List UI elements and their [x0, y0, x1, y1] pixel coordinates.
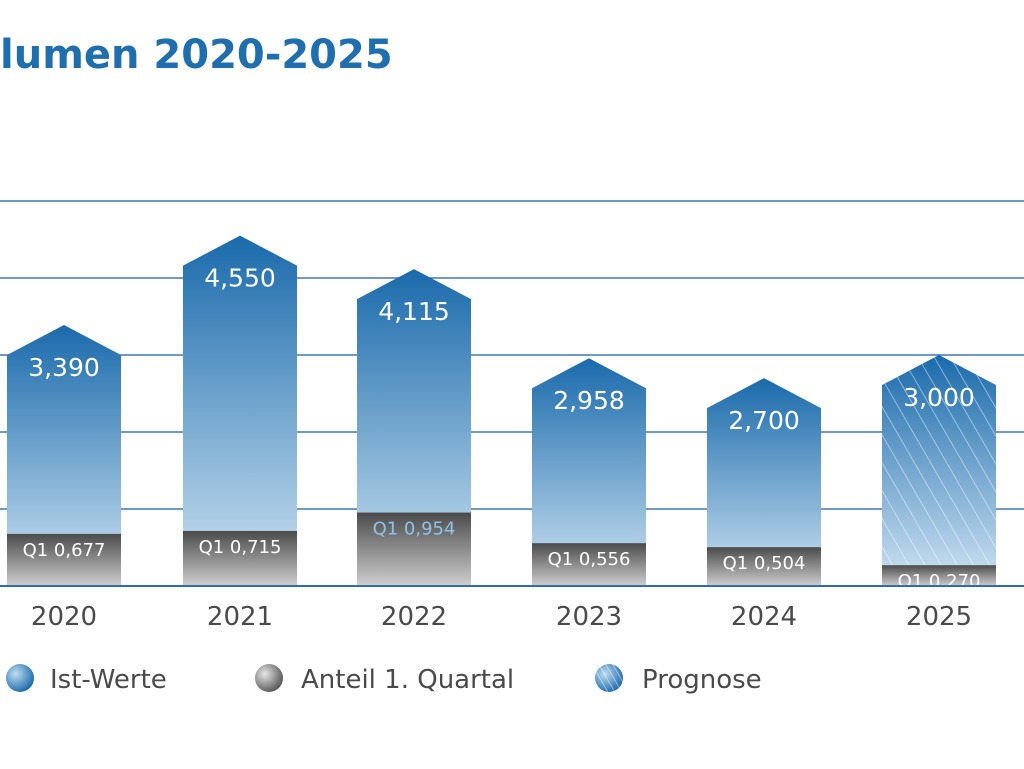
bar-2023: [532, 358, 646, 586]
value-label-2025: 3,000: [903, 383, 975, 412]
bars: 3,390 Q1 0,677 4,550 Q1 0,715 4,115 Q1 0,954 2…: [7, 235, 996, 592]
bar-2024: [707, 378, 821, 586]
bar-group-2024: 2,700 Q1 0,504: [707, 378, 821, 586]
legend-label-anteil-quartal: Anteil 1. Quartal: [301, 665, 514, 695]
q1-label-2020: Q1 0,677: [23, 540, 106, 561]
x-tick-2025: 2025: [906, 602, 972, 632]
q1-label-2024: Q1 0,504: [723, 553, 806, 574]
q1-bar-2025: [882, 565, 996, 586]
q1-bar-2022: [357, 512, 471, 586]
x-tick-2021: 2021: [207, 602, 273, 632]
legend-swatch-anteil-quartal: [255, 664, 283, 692]
chart-title: lumen 2020-2025: [0, 32, 393, 78]
x-tick-2022: 2022: [381, 602, 447, 632]
q1-bar-2021: [183, 530, 297, 586]
bar-group-2020: 3,390 Q1 0,677: [7, 324, 121, 586]
q1-bar-2024: [707, 547, 821, 586]
bar-2021: [183, 235, 297, 586]
legend-item-prognose: Prognose: [595, 664, 762, 695]
bar-hatch-2025: [882, 355, 996, 586]
value-label-2021: 4,550: [204, 264, 276, 293]
value-label-2020: 3,390: [28, 353, 100, 382]
value-label-2023: 2,958: [553, 386, 625, 415]
bar-group-2023: 2,958 Q1 0,556: [532, 358, 646, 586]
value-label-2022: 4,115: [378, 297, 450, 326]
q1-label-2023: Q1 0,556: [548, 549, 631, 570]
legend-label-prognose: Prognose: [642, 665, 762, 695]
gridlines: [0, 200, 1024, 510]
q1-label-2021: Q1 0,715: [199, 537, 282, 558]
bar-group-2021: 4,550 Q1 0,715: [183, 235, 297, 586]
legend-swatch-ist-werte: [6, 664, 34, 692]
bar-group-2025: 3,000 Q1 0,270: [882, 355, 996, 592]
q1-bar-2023: [532, 543, 646, 586]
x-tick-2024: 2024: [731, 602, 797, 632]
bar-2020: [7, 324, 121, 586]
legend-swatch-prognose-hatch: [595, 664, 623, 692]
x-tick-labels: 2020 2021 2022 2023 2024 2025: [31, 602, 972, 632]
legend: Ist-Werte Anteil 1. Quartal Prognose: [6, 664, 762, 695]
legend-label-ist-werte: Ist-Werte: [50, 665, 167, 695]
q1-bar-2020: [7, 533, 121, 586]
q1-label-2022: Q1 0,954: [373, 519, 456, 540]
legend-item-ist-werte: Ist-Werte: [6, 664, 167, 695]
x-tick-2023: 2023: [556, 602, 622, 632]
legend-item-anteil-quartal: Anteil 1. Quartal: [255, 664, 514, 695]
q1-label-2025: Q1 0,270: [898, 571, 981, 592]
bar-2022: [357, 269, 471, 586]
value-label-2024: 2,700: [728, 406, 800, 435]
bar-group-2022: 4,115 Q1 0,954: [357, 269, 471, 586]
x-tick-2020: 2020: [31, 602, 97, 632]
